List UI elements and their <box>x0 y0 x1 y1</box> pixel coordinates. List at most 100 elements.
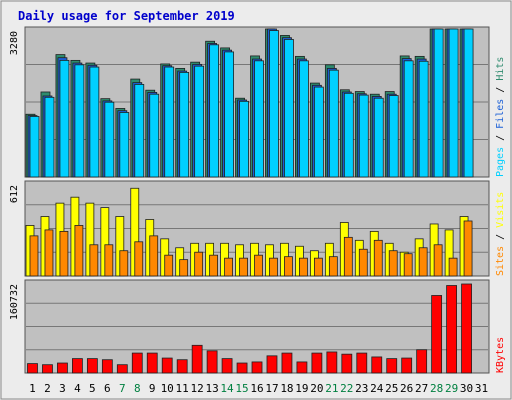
day-label-22: 22 <box>340 382 353 395</box>
bar-sites-day-7 <box>119 250 129 277</box>
bar-kbytes-day-19 <box>296 361 308 374</box>
bar-sites-day-11 <box>179 259 189 277</box>
bar-kbytes-day-29 <box>446 285 458 374</box>
panel-top-legend-sep: / <box>495 81 506 99</box>
panel-top-legend-hits: Hits <box>495 57 506 81</box>
bar-kbytes-day-28 <box>431 295 443 374</box>
bar-pages-day-21 <box>328 69 339 178</box>
day-label-18: 18 <box>280 382 293 395</box>
bar-pages-day-23 <box>358 94 369 178</box>
day-label-27: 27 <box>415 382 428 395</box>
chart-panels: 3280 Pages / Files / Hits 612 Sites / Visit… <box>9 26 506 374</box>
bar-sites-day-30 <box>463 220 473 277</box>
bar-kbytes-day-2 <box>42 364 53 374</box>
day-label-31: 31 <box>475 382 488 395</box>
day-label-6: 6 <box>104 382 111 395</box>
day-label-25: 25 <box>385 382 398 395</box>
day-label-20: 20 <box>310 382 323 395</box>
day-label-24: 24 <box>370 382 384 395</box>
day-label-26: 26 <box>400 382 413 395</box>
day-label-5: 5 <box>89 382 96 395</box>
panel-top-legend: Pages / Files / Hits <box>495 57 506 177</box>
panel-top-legend-pages: Pages <box>495 147 506 177</box>
bar-sites-day-12 <box>194 251 204 277</box>
bar-pages-day-27 <box>418 60 429 178</box>
bar-sites-day-3 <box>59 230 69 277</box>
bar-sites-day-4 <box>74 225 84 277</box>
bar-sites-day-26 <box>403 253 413 277</box>
bar-pages-day-11 <box>179 72 190 178</box>
bar-pages-day-13 <box>209 44 220 178</box>
day-label-3: 3 <box>59 382 66 395</box>
bar-kbytes-day-17 <box>266 355 278 374</box>
bar-sites-day-16 <box>254 254 263 277</box>
bar-kbytes-day-23 <box>356 352 368 374</box>
day-labels: 1 2 3 4 5 6 7 8 9 10 11 12 13 14 15 16 17 18 19 20 21 22 23 24 2… <box>29 382 488 395</box>
bar-kbytes-day-18 <box>281 352 293 374</box>
bar-sites-day-27 <box>418 247 428 277</box>
bar-kbytes-day-3 <box>57 362 68 374</box>
bar-pages-day-10 <box>164 66 175 178</box>
panel-middle-legend-sites: Sites <box>495 246 506 276</box>
day-label-28: 28 <box>430 382 443 395</box>
bar-pages-day-20 <box>313 86 324 178</box>
bar-kbytes-day-30 <box>461 283 472 374</box>
bar-pages-day-15 <box>239 100 249 178</box>
bar-sites-day-14 <box>224 257 233 277</box>
bar-sites-day-18 <box>284 256 293 277</box>
chart-title: Daily usage for September 2019 <box>18 9 235 23</box>
bar-kbytes-day-20 <box>311 352 323 374</box>
bar-kbytes-day-10 <box>161 357 173 374</box>
day-label-15: 15 <box>235 382 248 395</box>
bar-kbytes-day-27 <box>416 349 428 374</box>
bar-sites-day-29 <box>448 257 458 277</box>
panel-bottom-max-label: 160732 <box>9 284 20 320</box>
bar-kbytes-day-21 <box>326 351 338 374</box>
panel-top-legend-files: Files <box>495 99 506 129</box>
bar-pages-day-26 <box>403 60 414 178</box>
bar-kbytes-day-26 <box>401 357 413 374</box>
bar-pages-day-12 <box>194 65 205 178</box>
bar-pages-day-8 <box>134 84 145 178</box>
bar-sites-day-19 <box>299 257 308 277</box>
bar-pages-day-7 <box>119 112 130 178</box>
panel-middle-legend: Sites / Visits <box>495 192 506 276</box>
panel-top-max-label: 3280 <box>9 31 20 55</box>
bar-pages-day-17 <box>269 30 279 178</box>
bar-sites-day-23 <box>358 248 368 277</box>
bar-kbytes-day-13 <box>206 350 218 374</box>
bar-kbytes-day-8 <box>131 352 143 374</box>
day-label-1: 1 <box>29 382 36 395</box>
bar-sites-day-24 <box>373 239 383 277</box>
day-label-21: 21 <box>325 382 338 395</box>
bar-pages-day-16 <box>254 60 264 178</box>
bar-sites-day-21 <box>328 256 338 277</box>
bar-sites-day-1 <box>29 235 39 277</box>
bar-kbytes-day-4 <box>72 358 83 374</box>
day-label-14: 14 <box>220 382 234 395</box>
bar-pages-day-24 <box>373 97 384 178</box>
bar-kbytes-day-14 <box>221 358 233 374</box>
panel-middle-legend-visits: Visits <box>495 192 506 228</box>
bar-pages-day-5 <box>89 66 100 178</box>
bar-sites-day-5 <box>89 244 99 277</box>
bar-sites-day-13 <box>209 254 219 277</box>
bar-sites-day-10 <box>164 254 174 277</box>
day-label-17: 17 <box>265 382 278 395</box>
day-label-23: 23 <box>355 382 368 395</box>
day-label-8: 8 <box>134 382 141 395</box>
day-label-13: 13 <box>205 382 218 395</box>
bar-kbytes-day-7 <box>116 364 128 374</box>
bar-pages-day-28 <box>433 28 444 178</box>
bar-sites-day-6 <box>104 244 114 277</box>
bar-pages-day-30 <box>463 28 474 178</box>
bar-sites-day-28 <box>433 244 443 277</box>
bar-pages-day-18 <box>284 39 294 178</box>
bar-sites-day-25 <box>388 250 398 277</box>
day-label-4: 4 <box>74 382 81 395</box>
bar-sites-day-8 <box>134 241 144 277</box>
panel-bottom-legend: KBytes <box>495 337 506 373</box>
day-label-30: 30 <box>460 382 473 395</box>
bar-kbytes-day-25 <box>386 358 398 374</box>
